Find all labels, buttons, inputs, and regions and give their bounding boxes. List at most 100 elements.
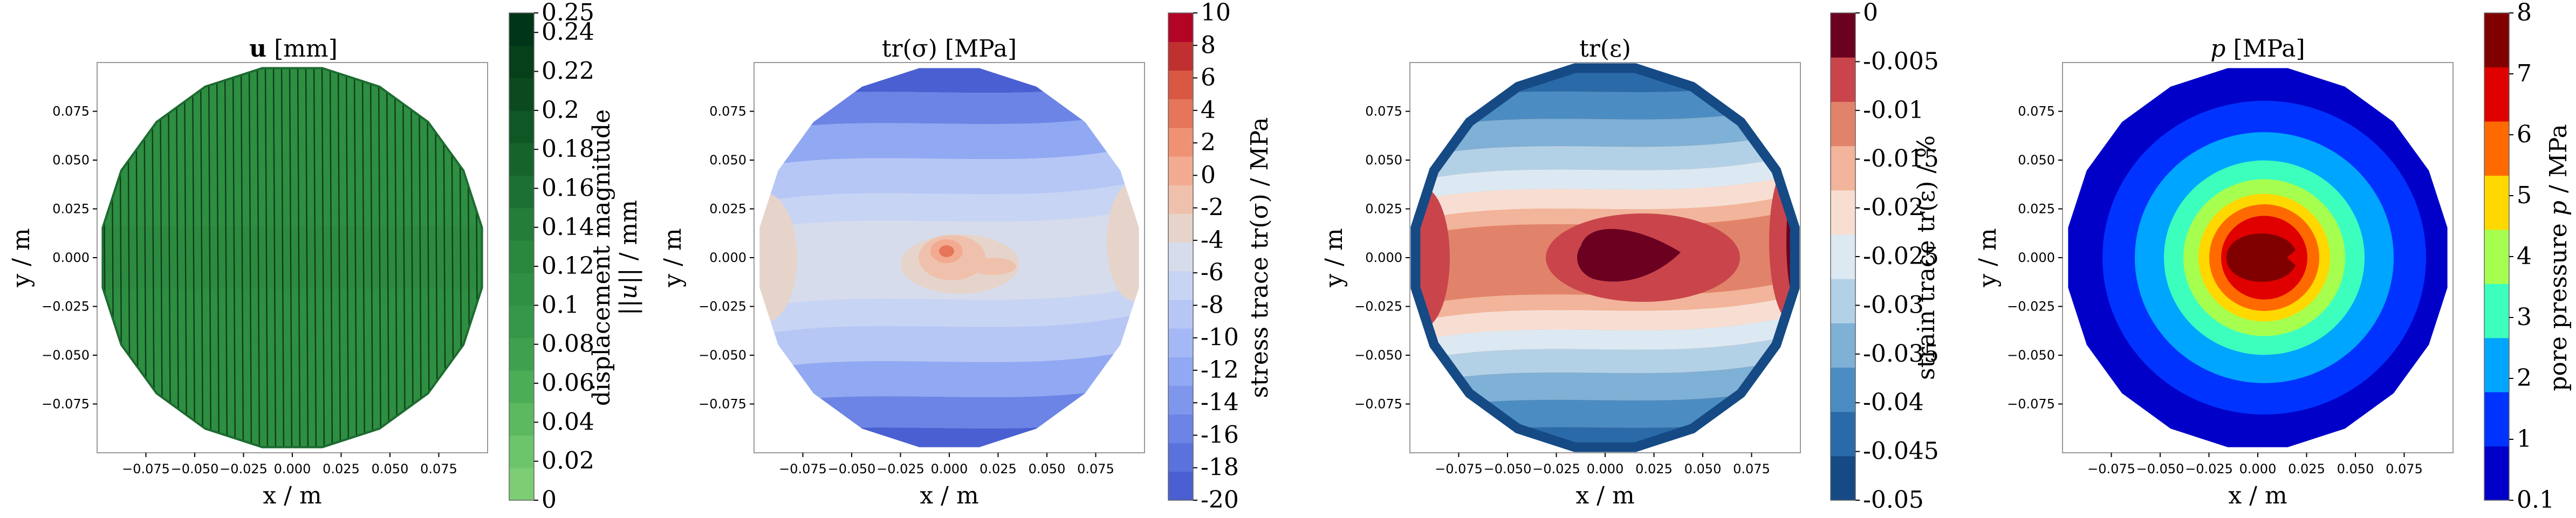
y-tick-label: 0.025 <box>2018 202 2055 217</box>
x-tick-label: −0.075 <box>1435 461 1483 476</box>
displacement-arrow <box>402 68 406 447</box>
panel-1-ylabel: y / m <box>8 228 35 287</box>
colorbar-tick-label: 10 <box>1201 0 1231 26</box>
x-tick-label: 0.000 <box>274 461 311 476</box>
displacement-arrow <box>191 68 196 447</box>
colorbar-tick-label: 0.1 <box>542 291 579 319</box>
panel-3-xlabel: x / m <box>1575 482 1634 509</box>
colorbar-tick-label: 6 <box>2517 121 2532 148</box>
x-tick-label: 0.075 <box>420 461 457 476</box>
colorbar-tick-label: 0.08 <box>542 330 594 358</box>
x-tick-label: −0.025 <box>1532 461 1580 476</box>
stress-edge-right <box>1107 182 1139 301</box>
displacement-arrow <box>248 68 252 447</box>
domain-outline <box>101 67 483 448</box>
strain-level <box>1415 279 1795 323</box>
y-tick-label: −0.025 <box>698 299 746 314</box>
colorbar-segment <box>1168 127 1193 157</box>
colorbar-tick-label: -4 <box>1201 226 1224 254</box>
x-tick-label: −0.050 <box>828 461 876 476</box>
strain-level <box>1415 154 1795 202</box>
displacement-arrow <box>224 68 228 447</box>
colorbar-tick-label: 0.04 <box>542 408 594 436</box>
x-tick-label: 0.000 <box>931 461 968 476</box>
colorbar-tick-label: 0.1 <box>2517 486 2554 514</box>
colorbar-segment <box>509 435 534 468</box>
displacement-arrow <box>394 68 398 447</box>
x-tick-label: −0.075 <box>122 461 170 476</box>
colorbar-tick-label: 8 <box>1201 31 1216 59</box>
y-tick-label: −0.025 <box>42 299 90 314</box>
displacement-arrow <box>183 68 188 447</box>
stress-center <box>969 258 1016 275</box>
y-tick-label: −0.050 <box>2007 348 2055 363</box>
colorbar-segment <box>1168 471 1193 501</box>
y-tick-label: −0.075 <box>42 397 90 412</box>
colorbar-tick-label: 0 <box>542 486 557 514</box>
panel-1-colorbar-label: displacement magnitude||u|| / mm <box>588 109 642 406</box>
panel-3-ylabel: y / m <box>1320 228 1348 287</box>
displacement-arrow <box>378 68 382 447</box>
domain-outline <box>1410 63 1800 452</box>
colorbar-segment <box>509 13 534 46</box>
stress-level <box>759 144 1139 203</box>
displacement-arrow <box>240 68 244 447</box>
displacement-arrow <box>484 63 486 453</box>
colorbar-tick-label: 0 <box>1201 161 1216 189</box>
x-tick-label: −0.050 <box>1484 461 1532 476</box>
colorbar-segment <box>2484 392 2509 447</box>
x-tick-label: 0.025 <box>323 461 360 476</box>
colorbar-tick-label: -0.01 <box>1863 96 1924 124</box>
colorbar-segment <box>509 467 534 501</box>
y-tick-label: −0.075 <box>2007 397 2055 412</box>
colorbar-segment <box>1168 242 1193 272</box>
panel-2-field <box>759 68 1139 447</box>
colorbar-tick-label: -0.005 <box>1863 47 1939 75</box>
y-tick-label: 0.075 <box>52 104 90 119</box>
colorbar-segment <box>1168 213 1193 243</box>
colorbar-segment <box>2484 13 2509 68</box>
colorbar-tick-label: 0.24 <box>542 18 594 46</box>
panel-2-colorbar-label: stress trace tr(σ) / MPa <box>1246 118 1273 398</box>
colorbar-tick-label: -0.025 <box>1863 243 1939 270</box>
colorbar-tick-label: 0.2 <box>542 96 579 124</box>
x-tick-label: 0.050 <box>2337 461 2374 476</box>
colorbar-segment <box>1168 443 1193 472</box>
strain-level <box>1415 294 1795 342</box>
panel-4-colorbar-label: pore pressure p / MPa <box>2545 124 2572 391</box>
displacement-arrow <box>208 68 212 447</box>
colorbar-tick-label: 3 <box>2517 303 2532 331</box>
colorbar-segment <box>509 110 534 143</box>
colorbar-segment <box>2484 175 2509 230</box>
displacement-arrow <box>167 68 172 447</box>
strain-level <box>1415 333 1795 385</box>
colorbar-tick-label: 2 <box>2517 364 2532 392</box>
colorbar-segment <box>509 78 534 111</box>
y-tick-label: 0.050 <box>2018 153 2055 168</box>
y-tick-label: 0.050 <box>52 153 90 168</box>
displacement-arrow <box>313 68 317 447</box>
colorbar-segment <box>509 45 534 79</box>
displacement-arrow <box>345 68 350 447</box>
colorbar-tick-label: 4 <box>1201 96 1216 124</box>
strain-level <box>1415 314 1795 362</box>
strain-level <box>1415 130 1795 182</box>
panel-3-title: tr(ε) <box>1579 35 1631 63</box>
colorbar-segment <box>1168 328 1193 357</box>
colorbar-segment <box>1831 101 1855 147</box>
colorbar-segment <box>509 143 534 176</box>
colorbar-segment <box>1168 156 1193 185</box>
colorbar-segment <box>1831 455 1855 501</box>
y-tick-label: 0.025 <box>52 202 90 217</box>
y-tick-label: 0.025 <box>1365 202 1402 217</box>
panel-3-colorbar: 0 -0.005 -0.01 -0.015 -0.02 -0.025 -0.03 -0.035… <box>1830 0 1939 514</box>
x-tick-label: −0.075 <box>2087 461 2135 476</box>
colorbar-segment <box>509 337 534 371</box>
colorbar-tick-label: -0.045 <box>1863 438 1939 465</box>
y-tick-label: 0.050 <box>1365 153 1402 168</box>
panel-3-field <box>1410 63 1800 452</box>
colorbar-tick-label: -12 <box>1201 356 1239 384</box>
colorbar-segment <box>2484 229 2509 284</box>
colorbar-segment <box>1168 385 1193 415</box>
colorbar-segment <box>1168 99 1193 128</box>
